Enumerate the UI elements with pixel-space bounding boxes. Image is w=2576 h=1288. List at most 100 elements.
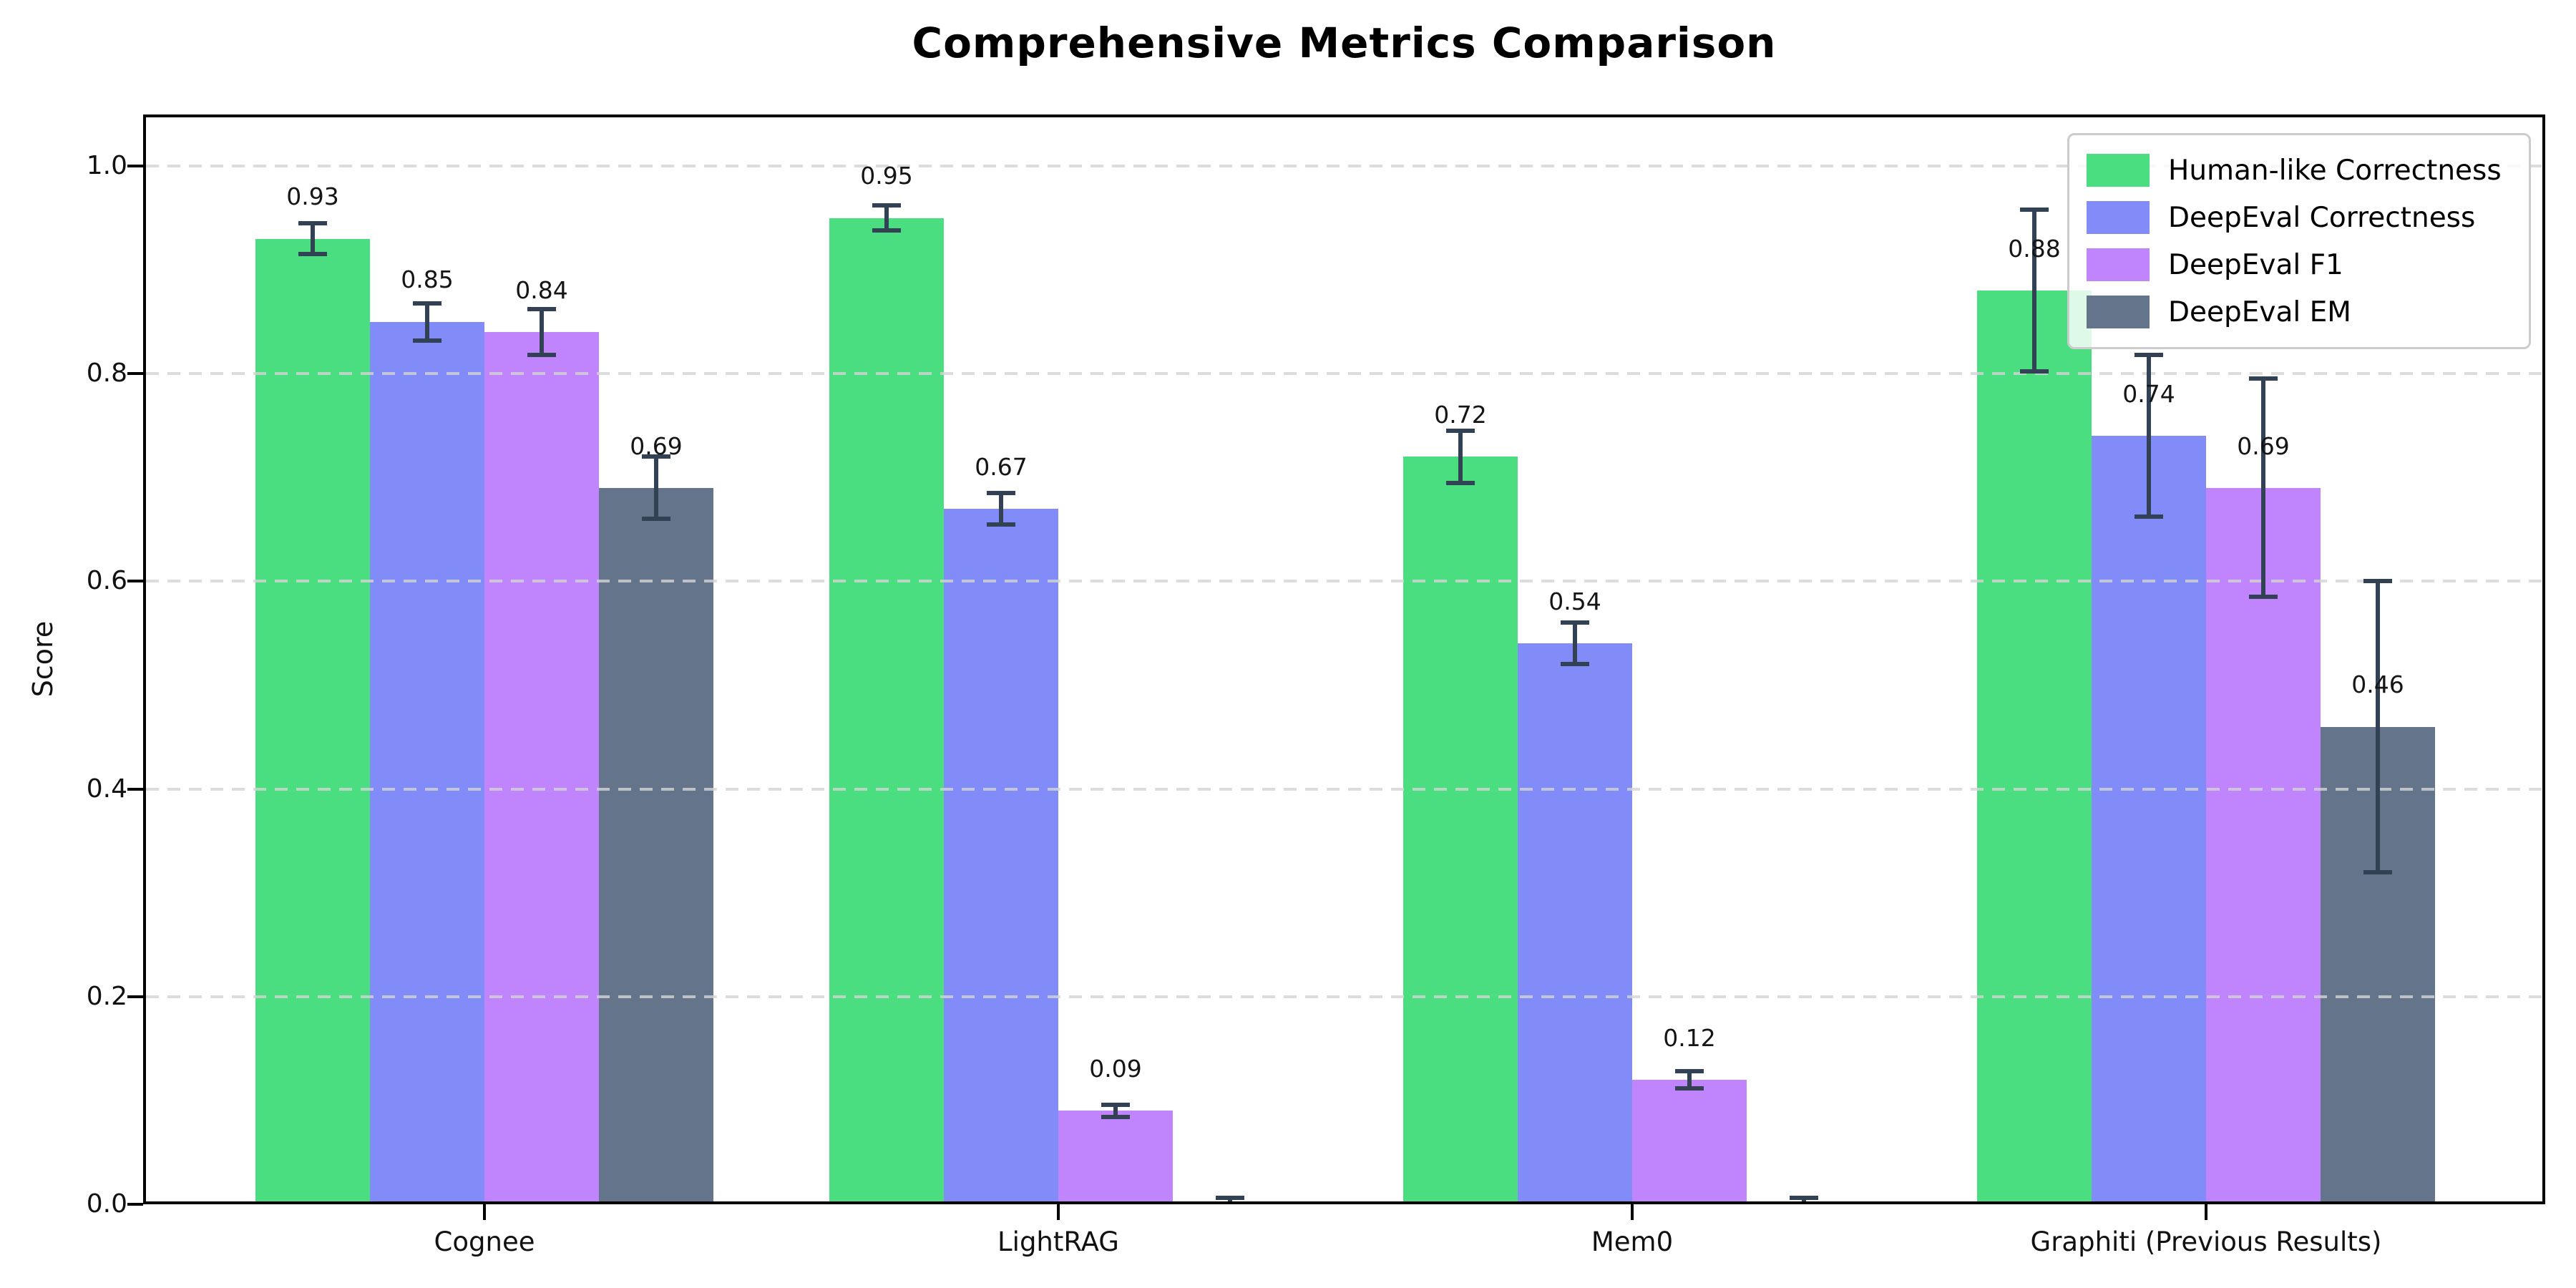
- error-bar: [2261, 379, 2265, 597]
- bar-human-like-correctness: [1403, 457, 1518, 1201]
- bar-value-label: 0.85: [401, 265, 454, 294]
- x-tick-label: LightRAG: [997, 1226, 1119, 1257]
- bar-value-label: 0.12: [1663, 1023, 1716, 1052]
- error-bar-cap: [298, 220, 327, 225]
- error-bar: [1458, 431, 1463, 483]
- bar-deepeval-f1: [484, 332, 599, 1201]
- error-bar-cap: [987, 491, 1015, 496]
- error-bar: [1687, 1071, 1692, 1088]
- error-bar-cap: [1675, 1069, 1704, 1074]
- bar-human-like-correctness: [255, 238, 370, 1201]
- x-tick-label: Mem0: [1591, 1226, 1674, 1257]
- error-bar: [654, 457, 658, 519]
- bar-value-label: 0.72: [1434, 401, 1487, 429]
- gridline: [146, 372, 2542, 376]
- bar-value-label: 0.95: [860, 162, 913, 190]
- error-bar: [2376, 581, 2380, 872]
- y-tick-mark: [127, 1203, 143, 1206]
- y-tick-label: 0.6: [86, 566, 127, 596]
- bar-value-label: 0.84: [515, 275, 568, 304]
- error-bar-cap: [527, 353, 556, 358]
- bar-deepeval-f1: [1058, 1111, 1173, 1201]
- bar-value-label: 0.69: [2237, 431, 2290, 460]
- error-bar-cap: [1561, 620, 1589, 625]
- bar-value-label: 0.69: [630, 431, 683, 460]
- error-bar-cap: [1790, 1196, 1818, 1201]
- error-bar-cap: [298, 252, 327, 257]
- legend-label: Human-like Correctness: [2168, 154, 2502, 187]
- error-bar: [884, 205, 889, 230]
- gridline: [146, 165, 2542, 167]
- bar-human-like-correctness: [1977, 291, 2092, 1201]
- legend-item: DeepEval EM: [2087, 296, 2514, 328]
- error-bar-cap: [642, 517, 670, 522]
- x-tick-mark: [2205, 1204, 2207, 1220]
- y-tick-label: 0.0: [86, 1189, 127, 1219]
- error-bar: [1113, 1104, 1118, 1118]
- error-bar-cap: [413, 301, 441, 306]
- error-bar-cap: [987, 522, 1015, 527]
- error-bar: [2147, 355, 2151, 517]
- x-tick-label: Cognee: [434, 1226, 535, 1257]
- y-tick-label: 0.2: [86, 981, 127, 1011]
- error-bar-cap: [1101, 1102, 1130, 1107]
- error-bar-cap: [413, 338, 441, 343]
- error-bar: [999, 493, 1003, 525]
- legend-swatch: [2087, 154, 2150, 187]
- legend-item: Human-like Correctness: [2087, 154, 2514, 187]
- y-tick-label: 1.0: [86, 151, 127, 180]
- error-bar-cap: [1101, 1115, 1130, 1120]
- x-tick-mark: [1631, 1204, 1634, 1220]
- y-tick-label: 0.4: [86, 774, 127, 804]
- x-tick-label: Graphiti (Previous Results): [2030, 1226, 2382, 1257]
- error-bar-cap: [872, 228, 901, 233]
- error-bar-cap: [1675, 1085, 1704, 1091]
- error-bar-cap: [2249, 376, 2278, 381]
- error-bar-cap: [1446, 480, 1475, 485]
- gridline: [146, 995, 2542, 998]
- legend-item: DeepEval F1: [2087, 248, 2514, 281]
- chart-title: Comprehensive Metrics Comparison: [912, 19, 1777, 67]
- y-tick-label: 0.8: [86, 358, 127, 389]
- y-tick-mark: [127, 787, 143, 791]
- error-bar-cap: [872, 203, 901, 208]
- gridline: [146, 787, 2542, 791]
- legend-item: DeepEval Correctness: [2087, 201, 2514, 234]
- y-axis-label: Score: [27, 620, 59, 698]
- bar-deepeval-correctness: [2092, 436, 2206, 1201]
- error-bar: [311, 223, 315, 255]
- bar-value-label: 0.88: [2008, 234, 2061, 263]
- bar-human-like-correctness: [829, 218, 944, 1201]
- gridline: [146, 580, 2542, 583]
- error-bar-cap: [2020, 207, 2049, 212]
- error-bar-cap: [2020, 369, 2049, 374]
- bar-deepeval-correctness: [370, 321, 484, 1201]
- error-bar-cap: [2363, 869, 2392, 874]
- bar-deepeval-correctness: [944, 508, 1058, 1201]
- error-bar: [540, 309, 544, 356]
- bar-value-label: 0.54: [1548, 587, 1601, 616]
- y-tick-mark: [127, 165, 143, 167]
- error-bar-cap: [2249, 595, 2278, 600]
- bar-deepeval-f1: [2206, 487, 2321, 1201]
- error-bar-cap: [2135, 353, 2163, 358]
- bar-value-label: 0.74: [2122, 380, 2175, 409]
- error-bar: [1573, 623, 1577, 665]
- error-bar-cap: [1561, 662, 1589, 667]
- error-bar-cap: [1216, 1196, 1244, 1201]
- x-tick-mark: [483, 1204, 486, 1220]
- error-bar: [2032, 209, 2036, 372]
- legend-swatch: [2087, 201, 2150, 234]
- error-bar-cap: [642, 454, 670, 459]
- bar-value-label: 0.93: [286, 182, 339, 211]
- y-tick-mark: [127, 995, 143, 998]
- bar-value-label: 0.67: [975, 452, 1028, 481]
- y-tick-mark: [127, 580, 143, 583]
- bar-value-label: 0.09: [1089, 1055, 1142, 1083]
- error-bar-cap: [1446, 429, 1475, 434]
- legend-label: DeepEval F1: [2168, 248, 2343, 281]
- bar-deepeval-f1: [1632, 1079, 1747, 1201]
- error-bar-cap: [2135, 514, 2163, 519]
- legend-label: DeepEval Correctness: [2168, 201, 2476, 234]
